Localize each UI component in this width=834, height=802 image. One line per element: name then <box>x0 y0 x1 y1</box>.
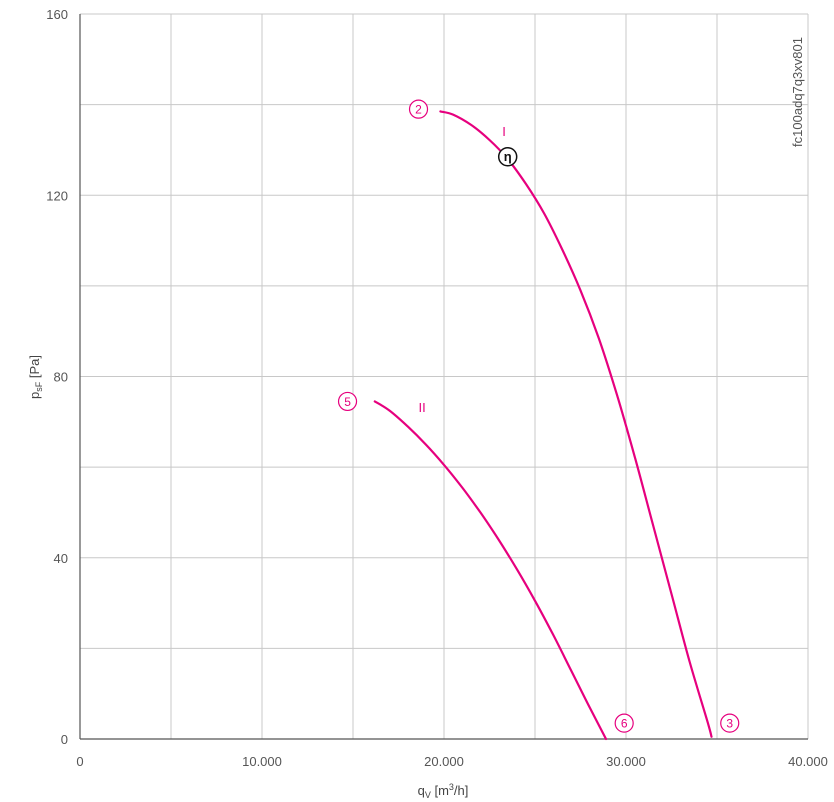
curve-label: II <box>419 400 426 415</box>
x-tick-label: 0 <box>76 754 83 769</box>
y-tick-label: 80 <box>54 370 68 385</box>
series-curve-1 <box>439 110 713 738</box>
y-tick-label: 120 <box>46 188 68 203</box>
tick-labels: 0 10.000 20.000 30.000 40.000 0 40 80 120 160 <box>46 7 828 769</box>
x-tick-label: 10.000 <box>242 754 282 769</box>
x-tick-label: 30.000 <box>606 754 646 769</box>
x-axis-label: qV [m3/h] <box>418 782 469 800</box>
point-marker-label: 2 <box>415 103 422 117</box>
point-marker-circle <box>614 713 634 733</box>
y-tick-label: 160 <box>46 7 68 22</box>
y-tick-label: 40 <box>54 551 68 566</box>
y-axis-label: psF [Pa] <box>27 355 44 399</box>
y-tick-label: 0 <box>61 732 68 747</box>
series-curves <box>373 110 713 741</box>
chart-code-label: fc100adq7q3xv801 <box>790 37 805 147</box>
curve-label: I <box>502 124 506 139</box>
point-marker-circle <box>408 99 429 119</box>
point-marker-label: 5 <box>344 395 351 409</box>
efficiency-marker-circle <box>497 146 518 167</box>
curve-annotations: 2 Iη 3 5 II 6 <box>337 99 740 733</box>
grid-lines <box>79 13 809 740</box>
efficiency-marker-label: η <box>504 149 512 164</box>
point-marker-circle <box>720 713 740 733</box>
point-marker-label: 6 <box>621 717 628 731</box>
x-tick-label: 20.000 <box>424 754 464 769</box>
point-marker-label: 3 <box>726 717 733 731</box>
point-marker-circle <box>337 391 358 412</box>
series-curve-2 <box>373 400 608 741</box>
x-tick-label: 40.000 <box>788 754 828 769</box>
